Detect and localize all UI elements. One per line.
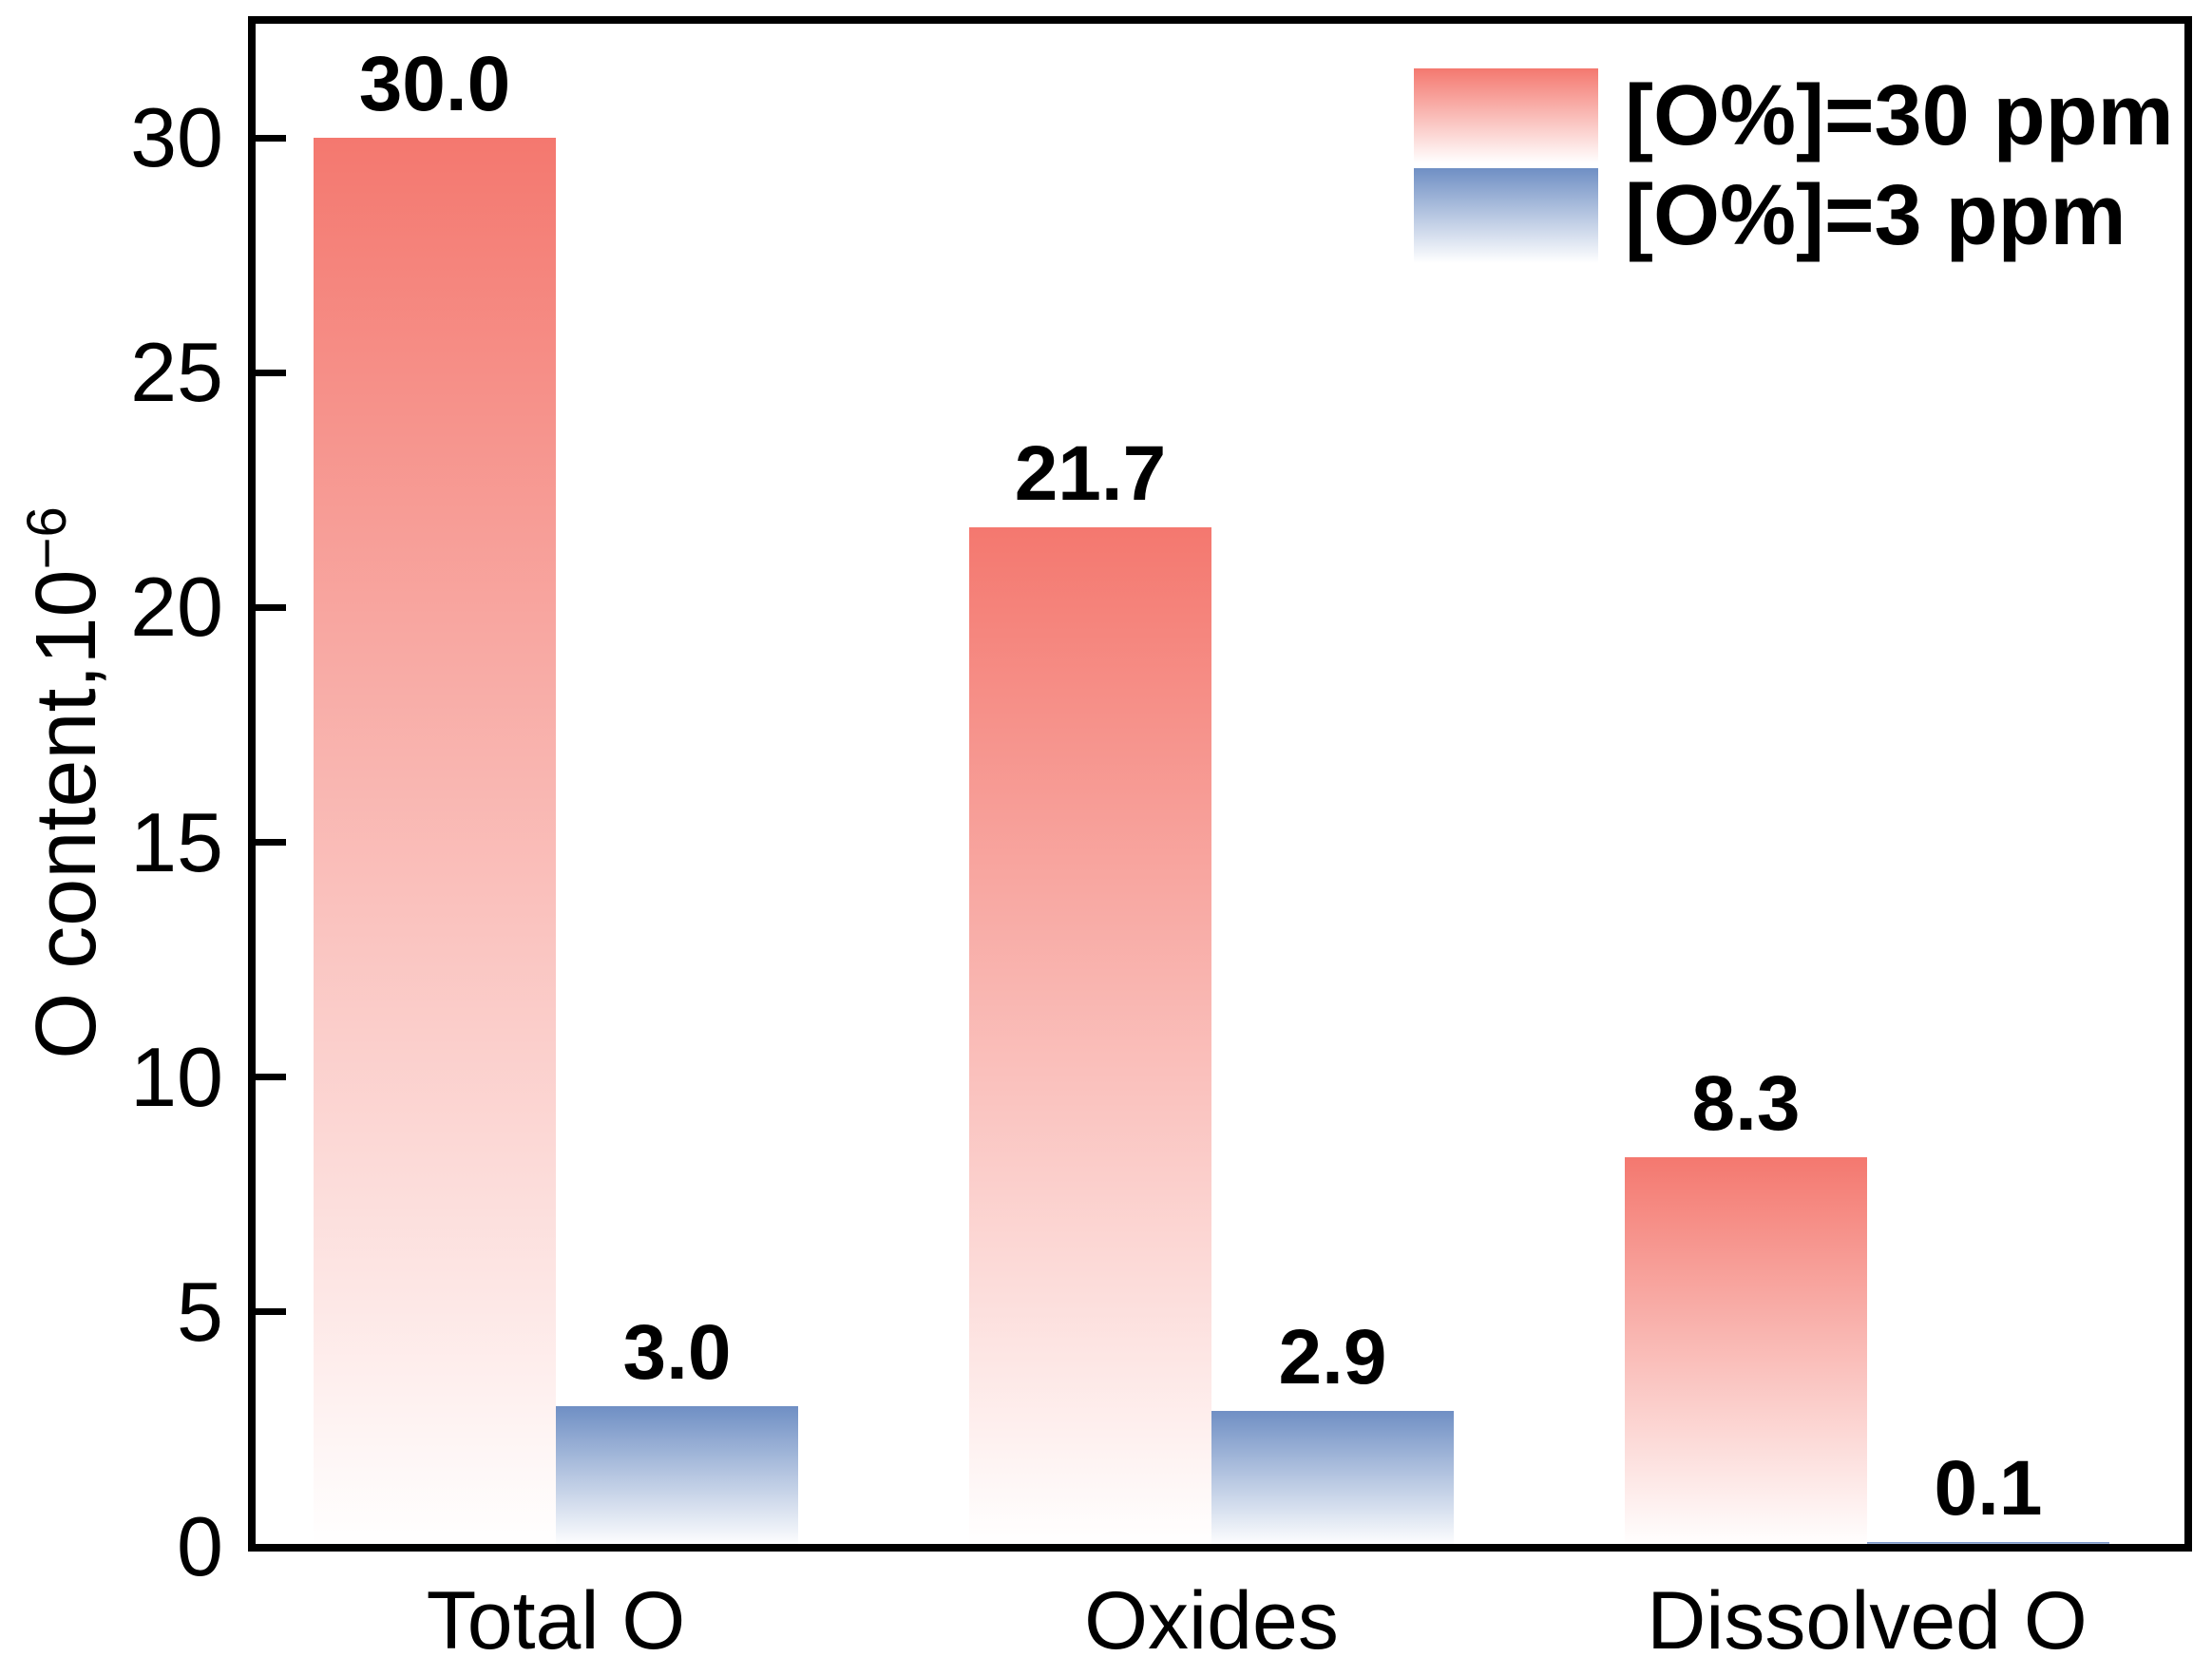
y-tick-label: 10 bbox=[130, 1029, 223, 1124]
x-tick-label: Total O bbox=[426, 1575, 686, 1666]
legend-label: [O%]=30 ppm bbox=[1625, 68, 2174, 163]
x-tick-label: Oxides bbox=[1084, 1575, 1339, 1666]
legend-swatch-red bbox=[1414, 68, 1598, 163]
legend: [O%]=30 ppm [O%]=3 ppm bbox=[1414, 68, 2174, 268]
y-tick-label: 5 bbox=[177, 1264, 223, 1359]
y-tick-mark bbox=[256, 839, 286, 846]
bar-series2-0 bbox=[556, 1405, 798, 1547]
bar-value-label: 21.7 bbox=[1014, 430, 1167, 518]
y-tick-label: 20 bbox=[130, 560, 223, 655]
y-tick-label: 25 bbox=[130, 325, 223, 420]
bar-value-label: 3.0 bbox=[622, 1308, 732, 1396]
bar-value-label: 8.3 bbox=[1691, 1059, 1801, 1147]
y-tick-label: 0 bbox=[177, 1499, 223, 1593]
y-tick-mark bbox=[256, 1308, 286, 1316]
bar-value-label: 30.0 bbox=[358, 41, 511, 127]
bar-series2-2 bbox=[1867, 1542, 2109, 1547]
x-tick-label: Dissolved O bbox=[1647, 1575, 2088, 1666]
y-tick-mark bbox=[256, 134, 286, 142]
legend-row: [O%]=30 ppm bbox=[1414, 68, 2174, 163]
y-tick-label: 30 bbox=[130, 90, 223, 184]
bar-series2-1 bbox=[1211, 1410, 1454, 1547]
y-tick-label: 15 bbox=[130, 794, 223, 889]
bar-series1-2 bbox=[1625, 1156, 1867, 1547]
legend-row: [O%]=3 ppm bbox=[1414, 168, 2174, 263]
bar-series1-1 bbox=[969, 527, 1211, 1547]
y-tick-mark bbox=[256, 369, 286, 376]
legend-swatch-blue bbox=[1414, 168, 1598, 263]
bar-value-label: 2.9 bbox=[1278, 1313, 1387, 1400]
bar-value-label: 0.1 bbox=[1934, 1445, 2043, 1533]
bar-series1-0 bbox=[314, 138, 556, 1547]
y-tick-mark bbox=[256, 1074, 286, 1081]
y-tick-mark bbox=[256, 603, 286, 611]
legend-label: [O%]=3 ppm bbox=[1625, 168, 2126, 263]
y-axis-title-superscript: −6 bbox=[16, 506, 78, 570]
y-tick-mark bbox=[256, 1543, 286, 1551]
